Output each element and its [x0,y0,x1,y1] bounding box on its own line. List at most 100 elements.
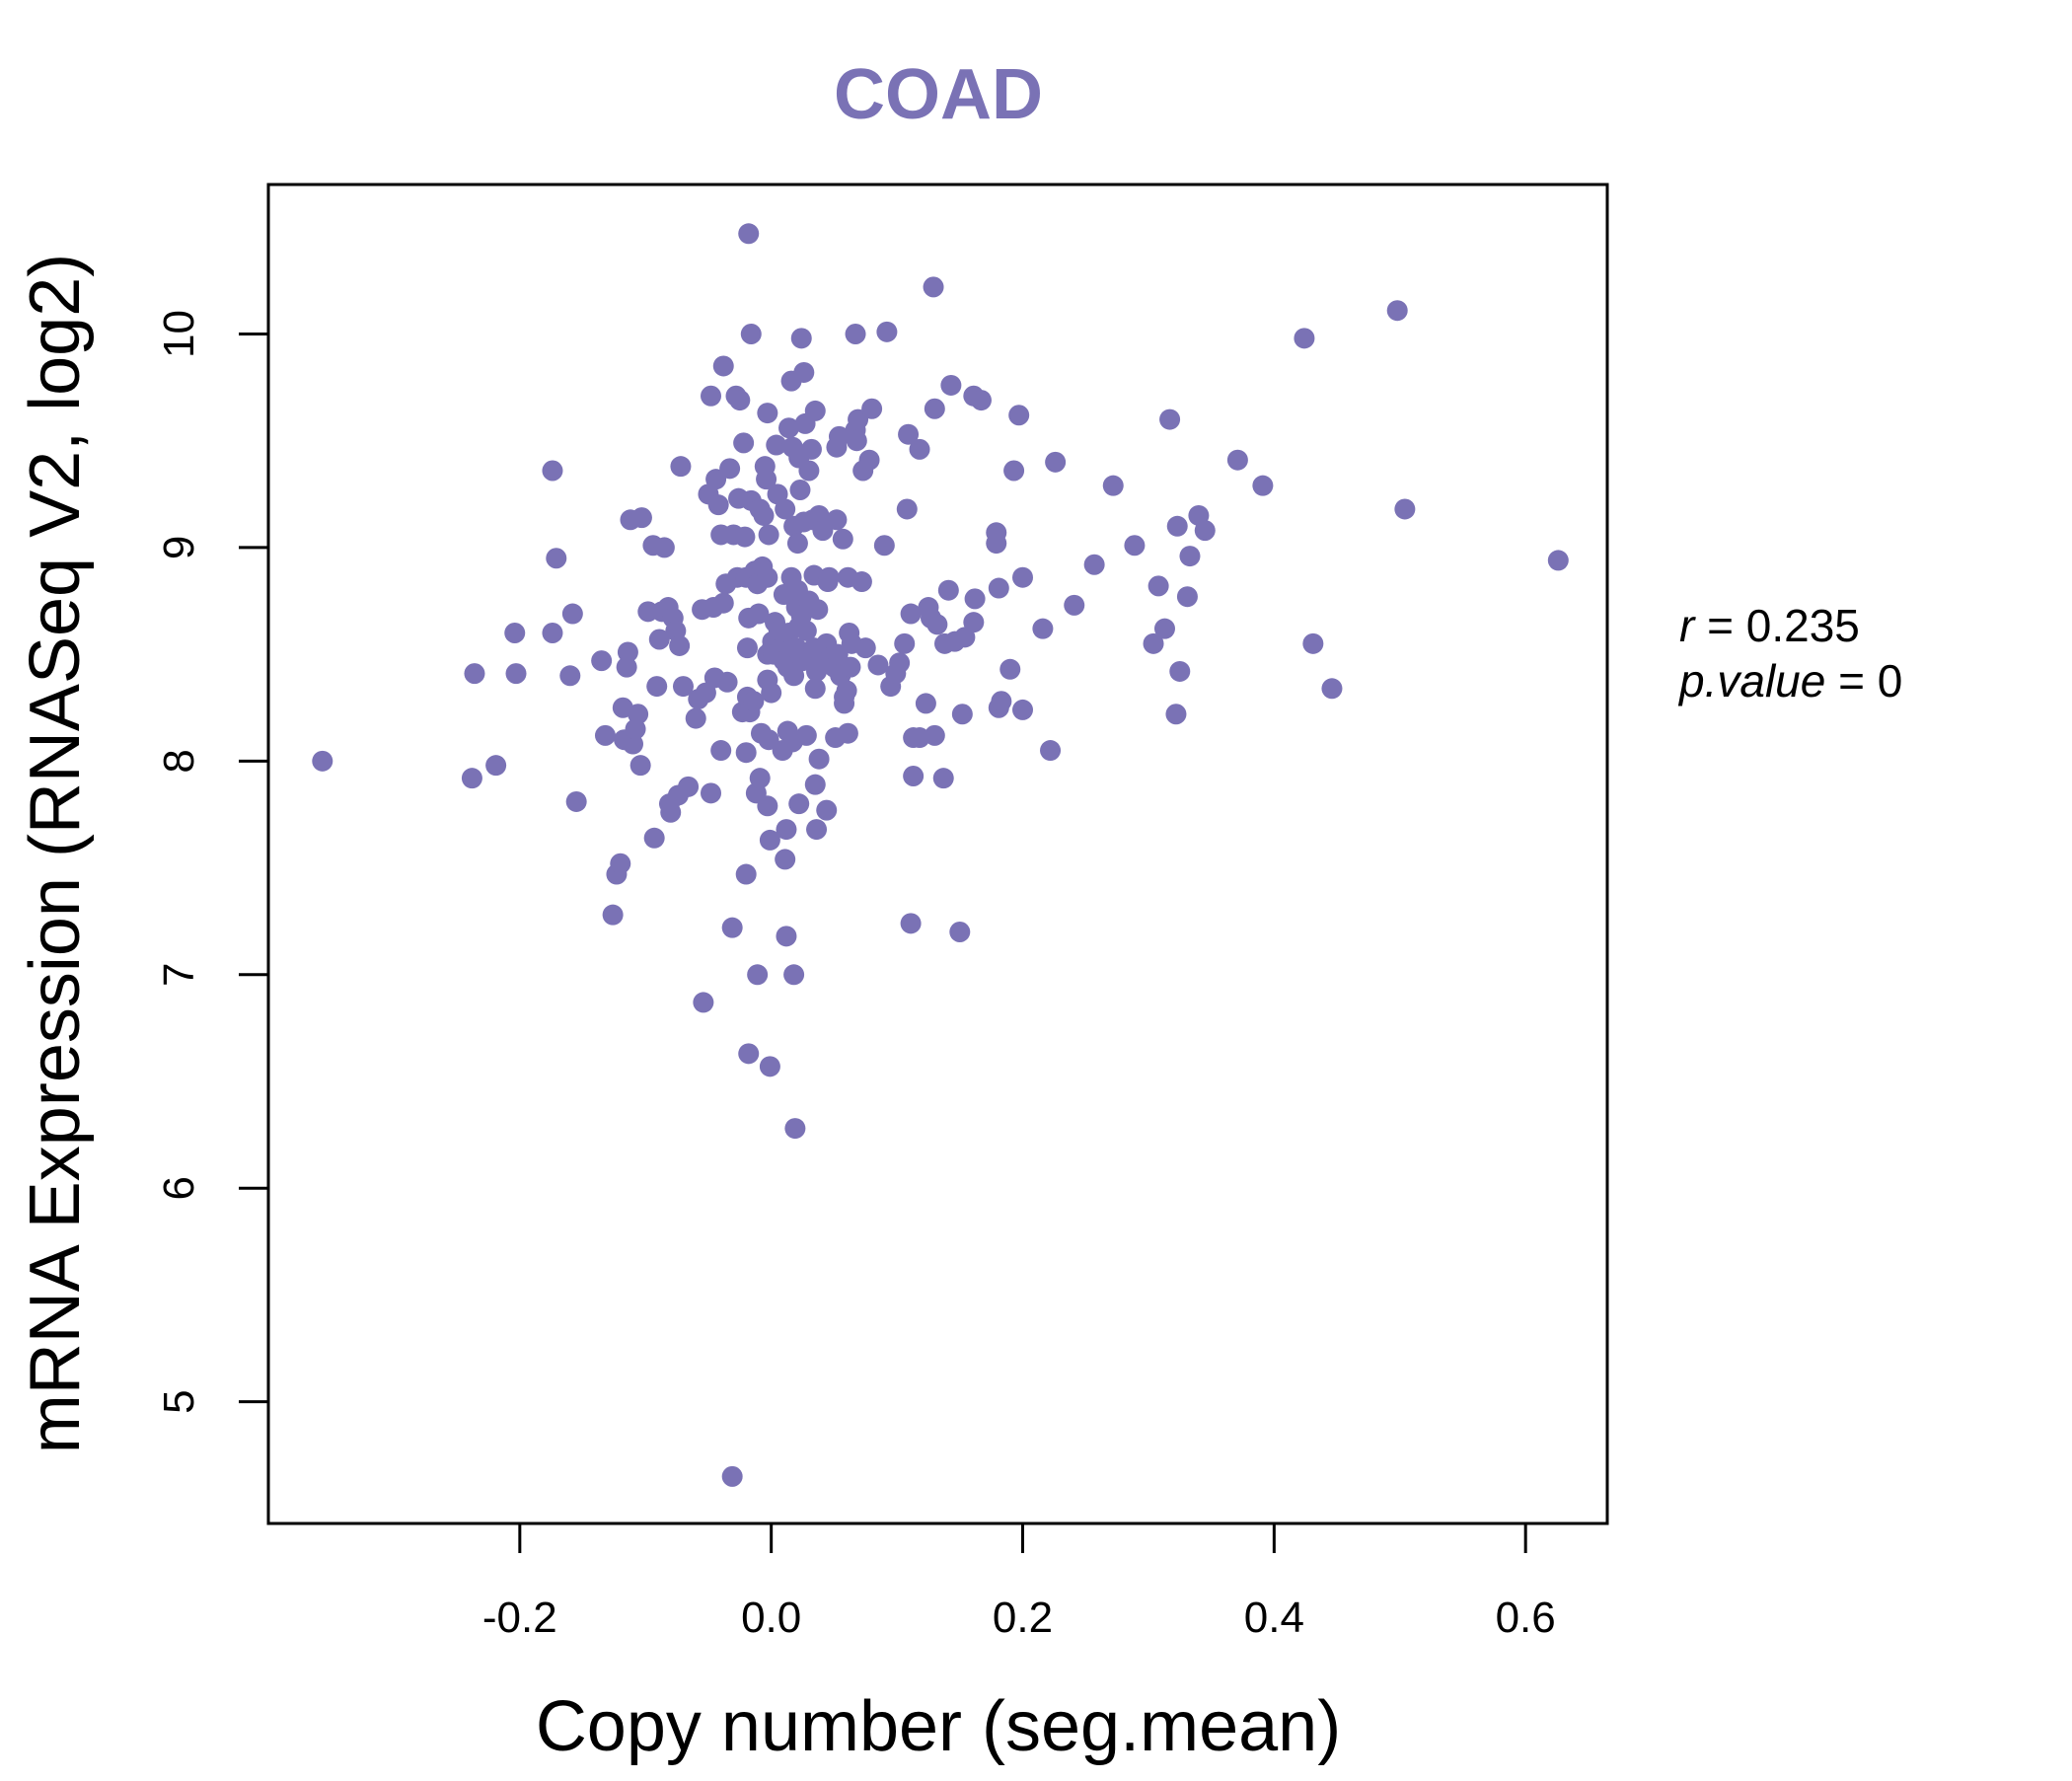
data-point [766,434,787,456]
data-point [1194,520,1216,542]
data-point [1045,451,1067,473]
data-point [542,622,563,643]
data-point [610,853,631,874]
data-point [861,398,883,419]
data-point [678,776,700,797]
data-point [735,863,757,885]
data-point [736,637,758,659]
data-point [749,768,771,789]
data-point [461,768,482,789]
data-point [900,913,922,934]
data-point [504,622,526,643]
data-point [840,656,861,678]
data-point [743,691,765,712]
data-point [795,620,817,641]
data-point [964,588,986,610]
data-point [806,819,828,841]
data-point [828,425,850,447]
data-point [695,682,716,704]
data-point [740,323,762,344]
y-tick-label: 7 [155,963,203,987]
data-point [464,663,485,685]
data-points [312,223,1569,1487]
data-point [836,680,857,702]
x-axis: -0.2 0.0 0.2 0.4 0.6 [482,1521,1556,1642]
data-point [1147,575,1169,597]
data-point [1166,515,1188,537]
data-point [759,1056,780,1077]
r-equals: = [1694,600,1745,651]
data-point [733,432,755,454]
data-point [643,827,665,849]
data-point [710,740,732,762]
data-point [932,768,954,789]
data-point [1003,460,1025,482]
data-point [759,829,780,851]
data-point [693,992,714,1013]
x-tick-label: 0.4 [1244,1594,1304,1642]
data-point [559,665,581,687]
data-point [670,456,692,478]
data-point [1165,704,1187,725]
data-point [1064,594,1085,616]
data-point [926,614,948,635]
data-point [818,566,840,588]
data-point [1179,546,1201,567]
x-tick-label: 0.2 [993,1594,1053,1642]
plot-frame [266,183,1609,1525]
data-point [546,548,567,569]
data-point [707,494,729,516]
data-point [701,385,722,407]
data-point [758,524,779,546]
correlation-r-annotation: r = 0.235 [1679,600,1860,651]
data-point [903,766,925,787]
data-point [591,650,613,672]
y-tick-label: 9 [155,536,203,559]
data-point [1012,566,1034,588]
data-point [1040,740,1062,762]
y-tick-label: 6 [155,1176,203,1200]
data-point [898,423,920,445]
data-point [738,223,760,245]
data-point [826,509,848,531]
data-point [747,964,769,986]
data-point [1169,660,1191,682]
data-point [748,603,770,625]
data-point [1226,449,1248,471]
data-point [729,390,751,411]
data-point [757,566,778,588]
data-point [970,390,992,411]
data-point [721,1465,743,1487]
y-axis-title: mRNA Expression (RNASeq V2, log2) [16,254,95,1453]
data-point [1083,554,1105,575]
data-point [629,755,651,777]
data-point [894,632,916,654]
y-tick-label: 8 [155,749,203,773]
data-point [986,522,1007,544]
data-point [617,641,638,663]
data-point [790,328,812,349]
data-point [807,599,829,621]
data-point [776,819,797,841]
data-point [837,722,858,744]
data-point [561,603,583,625]
data-point [1143,632,1164,654]
data-point [1159,408,1181,430]
p-value: 0 [1878,655,1903,706]
y-axis: 5 6 7 8 9 10 [155,310,270,1414]
data-point [312,750,333,772]
data-point [1032,618,1054,639]
data-point [858,449,880,471]
data-point [924,398,945,419]
data-point [1153,618,1175,639]
data-point [672,676,694,698]
data-point [854,637,876,659]
data-point [669,634,691,656]
data-point [896,498,918,520]
data-point [505,663,527,685]
x-tick-label: 0.6 [1496,1594,1556,1642]
data-point [793,361,815,383]
data-point [816,799,838,821]
r-value: 0.235 [1746,600,1860,651]
